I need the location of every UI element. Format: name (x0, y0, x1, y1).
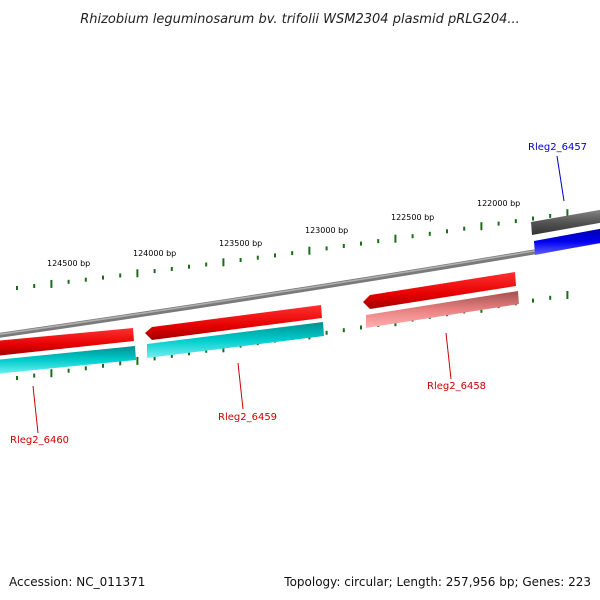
gene-label-leader (237, 362, 244, 410)
map-title: Rhizobium leguminosarum bv. trifolii WSM… (80, 12, 520, 27)
gene-label: Rleg2_6457 (528, 142, 587, 153)
gene-arrow (363, 272, 516, 309)
cds-bar (0, 346, 136, 374)
gene-arrow (145, 305, 322, 340)
topology-summary-text: Topology: circular; Length: 257,956 bp; … (283, 575, 591, 589)
tick-label-124500: 124500 bp (47, 259, 90, 268)
upper-tick-marks (16, 209, 569, 290)
gene-rleg2-6460[interactable]: Rleg2_6460 (0, 328, 136, 446)
gene-arrow (0, 328, 134, 356)
accession-text: Accession: NC_011371 (9, 575, 145, 589)
cds-bar (147, 322, 324, 358)
tick-label-123500: 123500 bp (219, 239, 262, 248)
gene-rleg2-6459[interactable]: Rleg2_6459 (145, 305, 324, 423)
gene-rleg2-6457[interactable]: Rleg2_6457 (528, 142, 600, 255)
gene-label: Rleg2_6459 (218, 412, 277, 423)
gene-rleg2-6458[interactable]: Rleg2_6458 (363, 272, 519, 392)
gene-label: Rleg2_6458 (427, 381, 486, 392)
gene-label-leader (556, 155, 565, 202)
gene-label: Rleg2_6460 (10, 435, 69, 446)
plasmid-backbone (0, 238, 600, 338)
gene-arrow (531, 209, 600, 235)
tick-label-123000: 123000 bp (305, 226, 348, 235)
cds-bar (534, 228, 600, 255)
gene-label-leader (32, 385, 39, 434)
tick-label-122500: 122500 bp (391, 213, 434, 222)
tick-label-124000: 124000 bp (133, 249, 176, 258)
tick-label-122000: 122000 bp (477, 199, 520, 208)
cds-bar (366, 291, 519, 328)
plasmid-backbone-highlight (0, 239, 600, 336)
gene-label-leader (445, 332, 452, 380)
